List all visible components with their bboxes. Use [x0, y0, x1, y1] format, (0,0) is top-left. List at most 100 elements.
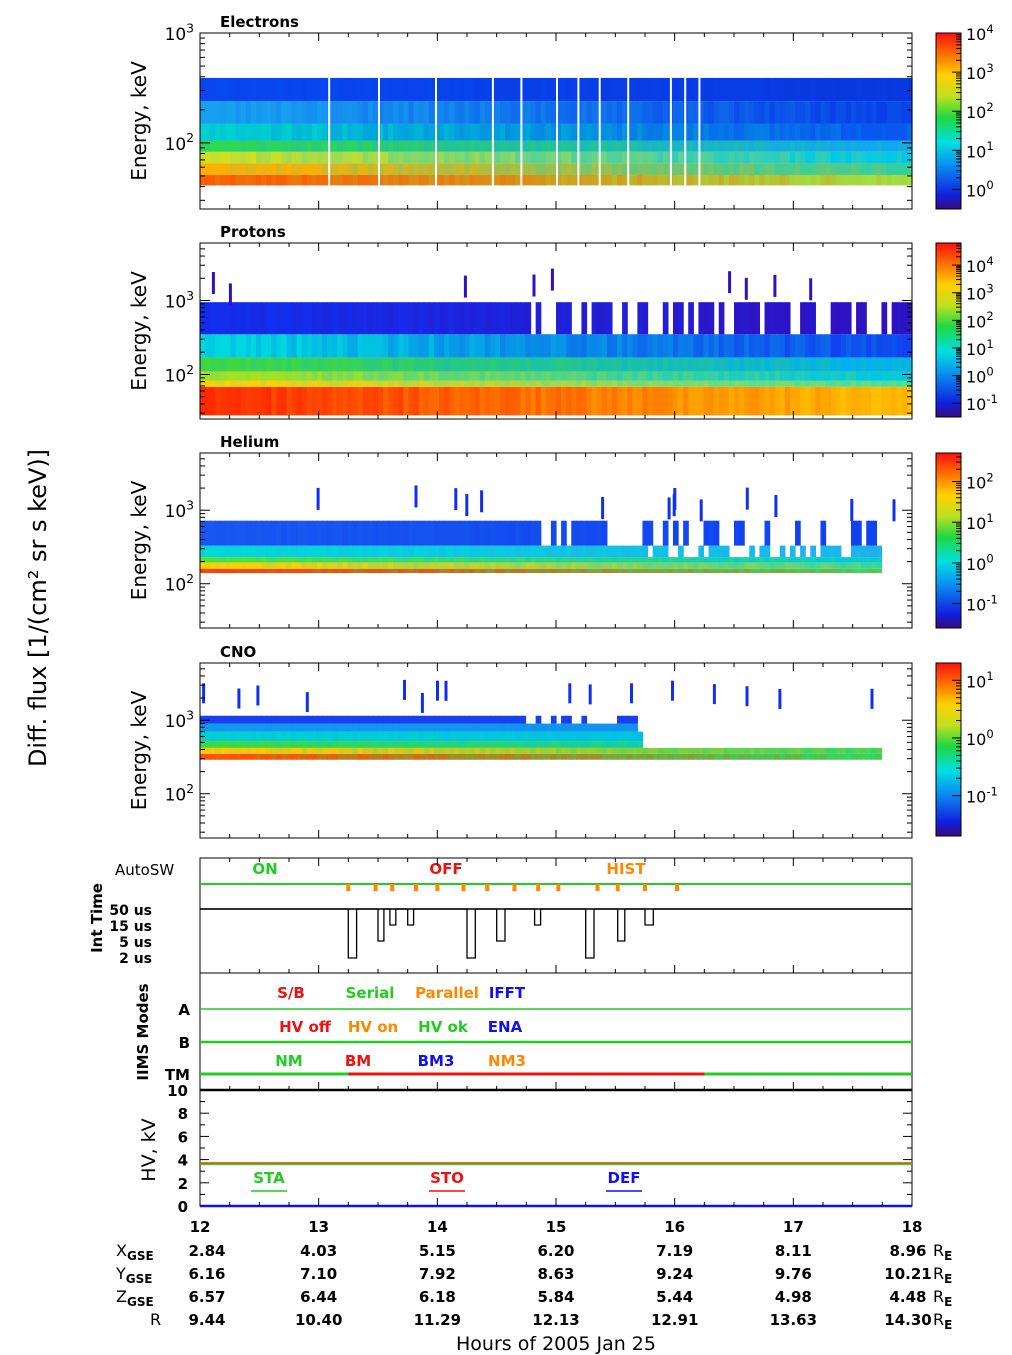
heat-cell	[322, 545, 328, 558]
heat-cell	[723, 562, 730, 569]
heat-cell	[672, 557, 679, 563]
heat-cell	[749, 174, 755, 186]
heat-cell	[388, 140, 394, 152]
heat-cell	[596, 557, 603, 563]
y-tick-label-exp: 2	[186, 572, 194, 586]
heat-cell	[647, 753, 654, 760]
heat-cell	[617, 723, 623, 732]
heat-cell	[723, 151, 730, 164]
heat-cell	[845, 562, 852, 569]
heat-cell	[871, 520, 877, 546]
heat-cell	[576, 334, 583, 358]
heat-cell	[906, 77, 913, 102]
heat-cell	[906, 174, 913, 186]
heat-cell	[357, 334, 364, 358]
heat-cell	[561, 380, 567, 387]
heat-cell	[789, 357, 796, 372]
heat-cell	[494, 334, 501, 358]
heat-cell	[337, 723, 343, 732]
heat-cell	[378, 123, 384, 141]
heat-cell	[291, 562, 298, 569]
sparse-mark	[454, 488, 458, 511]
heat-cell	[734, 174, 740, 186]
heat-cell	[744, 140, 750, 152]
heat-cell	[205, 568, 211, 573]
heat-cell	[606, 123, 613, 141]
heat-cell	[591, 741, 598, 748]
heat-cell	[637, 174, 644, 186]
heat-cell	[611, 357, 618, 372]
heat-cell	[210, 386, 216, 416]
heat-cell	[601, 380, 608, 387]
colorbar-tick-label-exp: 2	[986, 309, 993, 323]
heat-cell	[342, 151, 349, 164]
heat-cell	[647, 101, 654, 124]
heat-cell	[383, 151, 389, 164]
heat-cell	[205, 357, 211, 372]
heat-cell	[596, 386, 603, 416]
heat-cell	[774, 123, 781, 141]
heat-cell	[637, 562, 644, 569]
heat-cell	[871, 545, 877, 558]
heat-cell	[850, 568, 857, 573]
panel-title: CNO	[220, 643, 256, 661]
heat-cell	[525, 568, 532, 573]
heat-cell	[632, 163, 638, 175]
heat-cell	[266, 562, 272, 569]
heat-cell	[805, 380, 811, 387]
heat-cell	[210, 77, 216, 102]
heat-cell	[352, 174, 359, 186]
heat-cell	[535, 723, 542, 732]
heat-cell	[606, 334, 613, 358]
colorbar-tick-label-base: 10	[966, 672, 986, 691]
heat-cell	[494, 140, 501, 152]
heat-cell	[342, 741, 349, 748]
heat-cell	[281, 334, 288, 358]
colorbar-tick-label: 100	[966, 178, 994, 200]
heat-cell	[815, 562, 822, 569]
heat-cell	[454, 151, 460, 164]
heat-cell	[296, 731, 303, 742]
heat-cell	[825, 151, 832, 164]
heat-cell	[667, 380, 674, 387]
heat-cell	[220, 386, 227, 416]
heat-cell	[500, 562, 506, 569]
heat-cell	[764, 371, 771, 381]
heat-cell	[322, 562, 328, 569]
heat-cell	[764, 557, 771, 563]
heat-cell	[774, 357, 781, 372]
heat-cell	[286, 371, 293, 381]
heat-cell	[825, 371, 832, 381]
heat-cell	[617, 715, 623, 724]
heat-cell	[347, 568, 354, 573]
heat-cell	[901, 77, 908, 102]
heat-cell	[759, 371, 766, 381]
heat-cell	[698, 140, 705, 152]
heat-cell	[805, 562, 811, 569]
heat-cell	[322, 302, 328, 335]
heat-cell	[830, 753, 837, 760]
heat-cell	[286, 731, 293, 742]
heat-cell	[276, 357, 282, 372]
heat-cell	[378, 386, 384, 416]
heat-cell	[372, 731, 379, 742]
heat-cell	[423, 723, 430, 732]
heat-cell	[347, 753, 354, 760]
heat-cell	[744, 747, 750, 754]
colorbar-tick-label-base: 10	[966, 312, 986, 331]
heat-cell	[723, 163, 730, 175]
heat-cell	[800, 371, 806, 381]
heat-cell	[561, 562, 567, 569]
inttime-trace	[200, 908, 912, 959]
heat-cell	[754, 371, 761, 381]
heat-cell	[835, 77, 842, 102]
heat-cell	[683, 753, 689, 760]
heat-cell	[723, 140, 730, 152]
heat-cell	[367, 545, 374, 558]
heat-cell	[342, 753, 349, 760]
heat-cell	[306, 371, 313, 381]
heat-cell	[230, 386, 237, 416]
heat-cell	[261, 562, 267, 569]
heat-cell	[235, 163, 242, 175]
heat-cell	[291, 357, 298, 372]
